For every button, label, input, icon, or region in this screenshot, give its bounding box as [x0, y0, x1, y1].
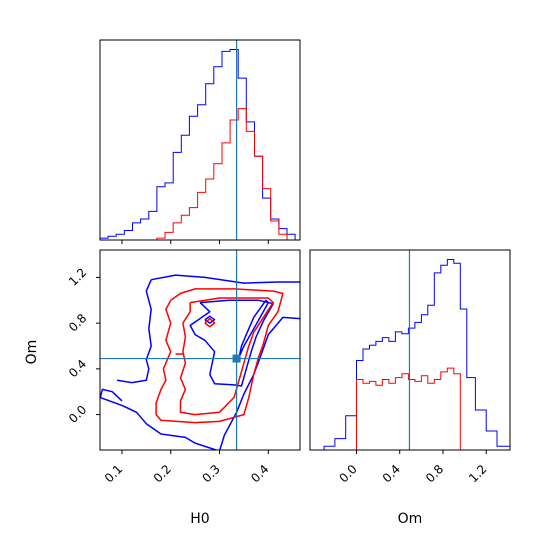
x-tick-label-h0-0.3: 0.3 [199, 462, 222, 485]
axes-frame-hist-Om [309, 249, 511, 451]
om-histogram-panel: 0.0 0.4 0.8 1.2 [309, 249, 511, 485]
axes-frame-hist-H0 [99, 39, 301, 241]
histogram-series-red-h0 [100, 108, 296, 241]
x-tick-label-om-0.0: 0.0 [336, 462, 359, 485]
h0-histogram-panel [99, 39, 301, 244]
contour-line-blue-5 [238, 299, 270, 358]
y-tick-label-0.4: 0.4 [66, 357, 89, 380]
contour-line-blue-1 [100, 316, 300, 450]
x-tick-label-h0-0.1: 0.1 [102, 462, 125, 485]
y-tick-label-0.8: 0.8 [66, 311, 89, 334]
contour-line-blue-2 [116, 279, 152, 384]
truth-marker [232, 354, 241, 363]
contour-line-blue-0 [151, 274, 300, 284]
h0-om-contour-panel: 0.0 0.4 0.8 1.2 0.1 0.2 0.3 0.4 [66, 249, 301, 485]
histogram-series-red-om [310, 367, 510, 451]
contour-line-blue-3 [100, 388, 123, 402]
x-axis-label-om: Om [398, 511, 423, 527]
contour-line-blue-4 [189, 299, 274, 387]
x-tick-label-om-0.8: 0.8 [423, 462, 446, 485]
histogram-series-blue-om [310, 259, 511, 451]
x-tick-label-h0-0.2: 0.2 [151, 462, 174, 485]
x-tick-label-h0-0.4: 0.4 [248, 462, 271, 485]
y-axis-label-om: Om [24, 340, 40, 365]
contour-line-blue-6 [204, 315, 216, 324]
contour-line-red-8 [179, 297, 274, 416]
x-tick-label-om-1.2: 1.2 [466, 462, 489, 485]
contour-line-red-7 [155, 288, 284, 424]
contour-group [100, 274, 300, 450]
axes-frame-joint-H0-Om [99, 249, 301, 451]
x-tick-label-om-0.4: 0.4 [380, 462, 403, 485]
contour-line-red-9 [204, 317, 216, 328]
y-tick-label-0.0: 0.0 [66, 403, 89, 426]
x-axis-label-h0: H0 [190, 511, 209, 527]
histogram-series-blue-h0 [99, 49, 296, 240]
y-tick-label-1.2: 1.2 [66, 265, 89, 288]
